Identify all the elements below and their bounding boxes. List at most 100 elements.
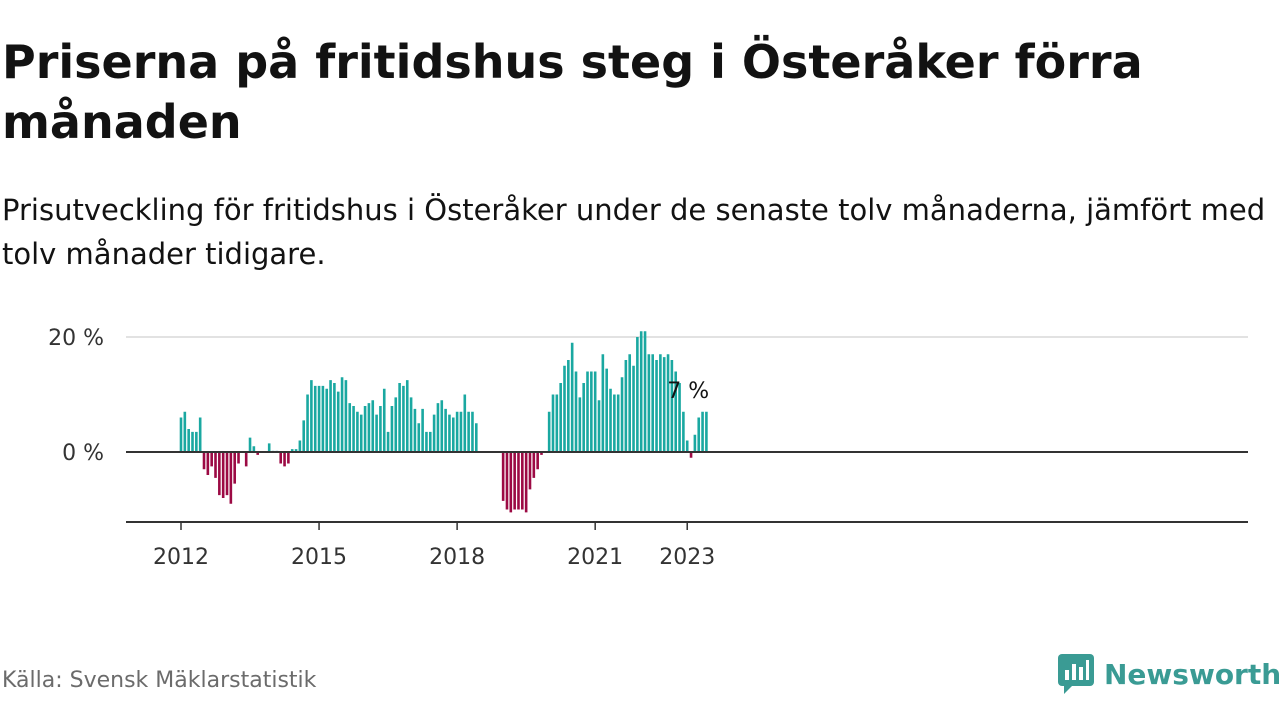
bar <box>287 452 290 464</box>
bar <box>421 408 424 453</box>
bar <box>659 354 662 452</box>
bar <box>306 394 309 452</box>
bar <box>229 452 233 504</box>
bar <box>302 420 306 453</box>
bar <box>455 411 459 452</box>
chart-title: Priserna på fritidshus steg i Österåker … <box>2 35 1143 149</box>
bar <box>459 411 463 452</box>
x-tick-label: 2021 <box>567 545 623 570</box>
bar <box>310 380 313 453</box>
bar <box>586 371 589 452</box>
bar <box>647 354 651 452</box>
bar <box>432 414 436 453</box>
bar <box>593 371 597 452</box>
y-tick-label: 0 % <box>62 441 104 466</box>
bar <box>685 440 689 452</box>
bar <box>651 354 654 452</box>
bar <box>536 452 539 470</box>
bar <box>402 385 405 453</box>
bar <box>191 431 194 453</box>
bar <box>425 431 428 453</box>
bar <box>678 383 681 452</box>
bar <box>467 411 470 452</box>
x-tick-label: 2023 <box>659 545 715 570</box>
bar <box>359 414 363 453</box>
bar <box>183 411 187 452</box>
bar <box>279 452 283 464</box>
source-note: Källa: Svensk Mäklarstatistik <box>2 668 317 693</box>
bar <box>179 417 183 452</box>
bar <box>290 449 294 453</box>
bar <box>195 431 198 453</box>
bar <box>682 411 685 452</box>
bar <box>398 383 401 452</box>
bar <box>444 408 447 453</box>
bar <box>451 417 455 452</box>
bar <box>624 360 628 452</box>
bar <box>313 385 317 453</box>
bar <box>582 383 585 452</box>
bar <box>294 449 298 453</box>
bar <box>532 452 536 478</box>
bar <box>693 434 697 452</box>
bar <box>670 360 674 452</box>
bar <box>578 397 582 453</box>
bar <box>555 394 559 452</box>
bar <box>628 354 631 452</box>
bar <box>697 417 701 452</box>
bar <box>317 385 321 453</box>
brand-logo: Newsworthy <box>1058 654 1280 694</box>
bar <box>567 360 570 452</box>
bar <box>705 411 708 452</box>
bar <box>187 429 190 452</box>
bar <box>643 331 647 452</box>
x-tick-label: 2018 <box>429 545 485 570</box>
bar <box>248 437 252 453</box>
bar <box>517 452 520 510</box>
bar <box>267 443 271 453</box>
bar <box>252 446 256 452</box>
bar <box>428 431 432 453</box>
y-tick-label: 20 % <box>48 326 104 351</box>
bar <box>440 400 444 452</box>
bar <box>505 452 509 510</box>
bar <box>329 380 332 453</box>
bar <box>540 452 543 455</box>
bar <box>513 452 516 510</box>
bar <box>563 365 566 452</box>
bar <box>333 383 336 452</box>
bar <box>475 423 478 452</box>
bar <box>616 394 620 452</box>
bar <box>597 400 601 452</box>
bar <box>202 452 206 470</box>
chart-subtitle: Prisutveckling för fritidshus i Österåke… <box>2 193 1266 271</box>
bar <box>336 391 340 453</box>
bar <box>639 331 643 452</box>
bar <box>244 452 248 467</box>
bar <box>344 380 348 453</box>
bar <box>471 411 474 452</box>
bar <box>363 406 367 452</box>
bar <box>325 388 329 452</box>
bar <box>237 452 240 464</box>
bar <box>382 388 386 452</box>
bar <box>689 452 693 458</box>
bar <box>574 371 578 452</box>
bar <box>528 452 532 490</box>
bar <box>394 397 398 453</box>
bar <box>551 394 555 452</box>
bar <box>256 452 259 455</box>
bar <box>521 452 524 510</box>
bar <box>601 354 605 452</box>
bar <box>214 452 217 478</box>
bar <box>605 368 608 453</box>
bar <box>636 337 639 452</box>
bar <box>570 342 574 452</box>
bar <box>632 365 635 452</box>
bar <box>405 380 409 453</box>
bar <box>620 377 624 452</box>
bar <box>298 440 302 452</box>
bar <box>340 377 344 452</box>
bar <box>463 394 467 452</box>
bar <box>233 452 236 484</box>
